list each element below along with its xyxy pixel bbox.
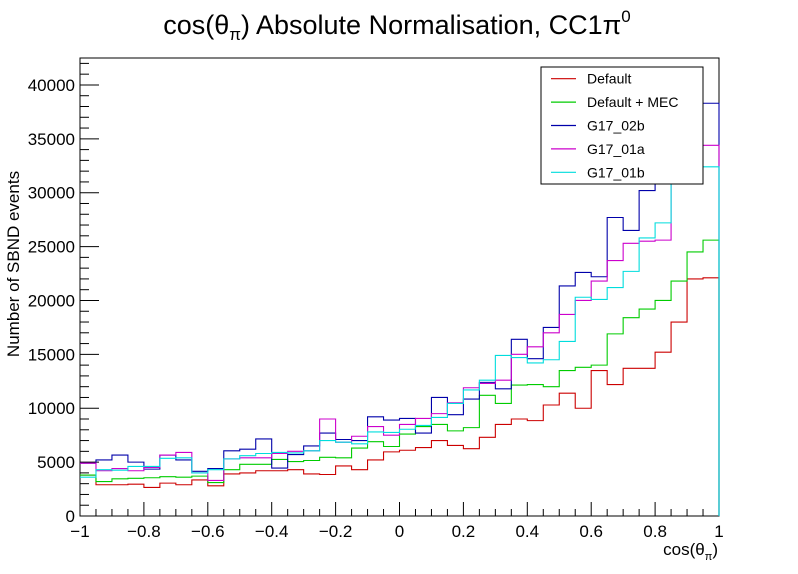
series-default-line	[80, 277, 720, 516]
x-tick-label: −0.6	[191, 522, 225, 541]
x-tick-label: 0.6	[579, 522, 603, 541]
x-tick-label: 0.2	[452, 522, 476, 541]
y-tick-label: 0	[66, 507, 75, 526]
y-tick-label: 20000	[28, 291, 75, 310]
x-tick-label: −0.8	[127, 522, 161, 541]
series-lines	[80, 102, 720, 516]
tick-labels: −1 −0.8 −0.6 −0.4 −0.2 0 0.2 0.4 0.6 0.8 1 0 5000 100…	[28, 76, 724, 541]
legend-g17-02b-label: G17_02b	[587, 118, 645, 134]
y-axis-label: Number of SBND events	[4, 171, 23, 357]
y-tick-label: 5000	[37, 453, 75, 472]
x-axis-label: cos(θπ)	[663, 540, 718, 563]
y-tick-label: 25000	[28, 238, 75, 257]
legend-default-mec-label: Default + MEC	[587, 94, 678, 110]
y-tick-label: 40000	[28, 76, 75, 95]
y-tick-label: 30000	[28, 184, 75, 203]
series-default-mec-line	[80, 239, 720, 516]
series-g17-01b-line	[80, 166, 720, 516]
x-tick-label: 0	[395, 522, 404, 541]
legend-default-label: Default	[587, 71, 631, 87]
y-tick-label: 35000	[28, 130, 75, 149]
y-tick-label: 10000	[28, 399, 75, 418]
x-tick-label: 0.8	[643, 522, 667, 541]
y-tick-label: 15000	[28, 345, 75, 364]
x-tick-label: 0.4	[515, 522, 539, 541]
x-tick-label: −1	[70, 522, 89, 541]
series-g17-01a-line	[80, 144, 720, 516]
legend-g17-01a-label: G17_01a	[587, 141, 645, 157]
x-tick-label: −0.4	[255, 522, 289, 541]
legend-g17-01b-label: G17_01b	[587, 164, 645, 180]
x-tick-label: −0.2	[319, 522, 353, 541]
legend: Default Default + MEC G17_02b G17_01a G17_01…	[540, 66, 704, 185]
chart-title: cos(θπ) Absolute Normalisation, CC1π0	[163, 7, 631, 44]
axis-ticks	[79, 62, 720, 517]
x-tick-label: 1	[714, 522, 723, 541]
